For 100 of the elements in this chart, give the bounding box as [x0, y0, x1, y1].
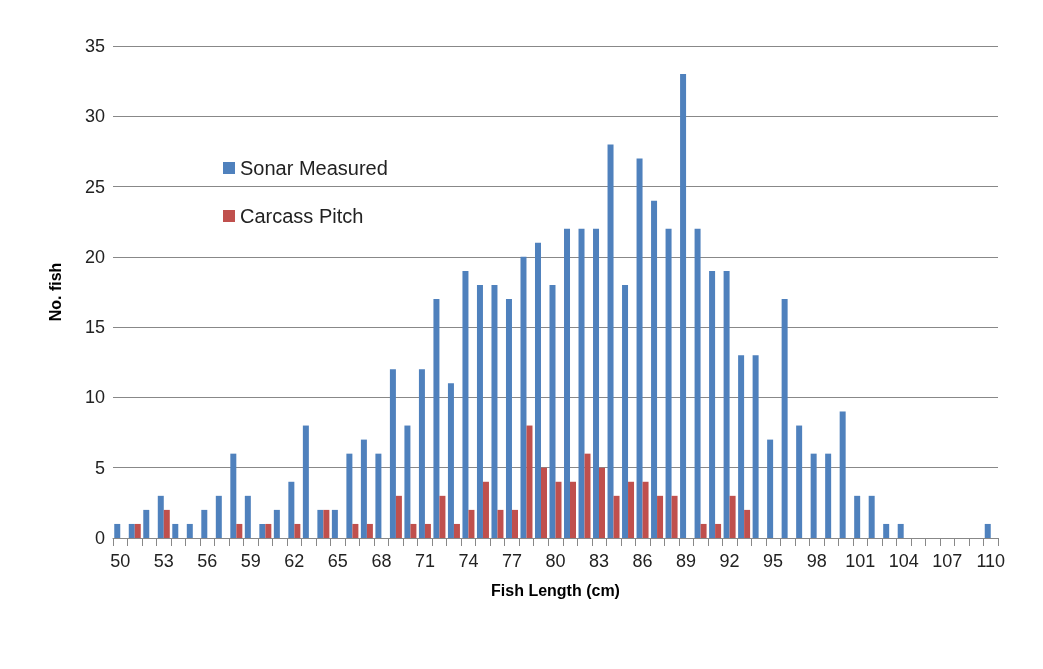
- bar: [294, 523, 301, 538]
- x-tick-label: 86: [632, 551, 653, 571]
- x-tick-label: 53: [153, 551, 174, 571]
- bar: [534, 242, 541, 538]
- x-tick-label: 59: [240, 551, 261, 571]
- bar: [366, 523, 373, 538]
- y-tick-label: 0: [94, 528, 105, 548]
- bar: [453, 523, 460, 538]
- y-tick-label: 15: [84, 317, 105, 338]
- y-tick-label: 5: [94, 457, 105, 478]
- bar: [346, 453, 353, 538]
- bar: [352, 523, 359, 538]
- legend-label: Sonar Measured: [240, 157, 388, 179]
- bar: [462, 270, 469, 538]
- x-tick-label: 107: [932, 551, 963, 571]
- x-tick-label: 77: [501, 551, 522, 571]
- bar: [433, 299, 440, 538]
- bar: [984, 523, 991, 538]
- bar: [360, 439, 367, 538]
- bar: [302, 425, 309, 538]
- bar: [526, 425, 533, 538]
- bar: [186, 523, 193, 538]
- bar: [868, 495, 875, 538]
- bar: [744, 509, 751, 538]
- bar: [694, 228, 701, 538]
- x-tick-label: 71: [414, 551, 435, 571]
- bar: [584, 453, 591, 538]
- bar: [700, 523, 707, 538]
- bar: [265, 523, 272, 538]
- bar: [375, 453, 382, 538]
- x-tick-label: 110: [976, 551, 1006, 571]
- x-tick-label: 83: [589, 551, 610, 571]
- bar: [593, 228, 600, 538]
- bar: [491, 284, 498, 538]
- bar: [476, 284, 483, 538]
- bar: [389, 369, 396, 538]
- bar: [796, 425, 803, 538]
- bar: [520, 256, 527, 538]
- x-tick-label: 56: [197, 551, 218, 571]
- bar: [897, 523, 904, 538]
- bar: [157, 495, 164, 538]
- bar: [607, 144, 614, 538]
- bar: [680, 74, 687, 538]
- x-tick-label: 101: [845, 551, 876, 571]
- bar: [854, 495, 861, 538]
- x-tick-label: 50: [110, 551, 131, 571]
- bar: [671, 495, 678, 538]
- y-axis-title: No. fish: [46, 262, 64, 322]
- bar: [134, 523, 141, 538]
- bar: [642, 481, 649, 538]
- bar: [404, 425, 411, 538]
- bar: [482, 481, 489, 538]
- y-tick-label: 25: [84, 176, 105, 197]
- bar: [752, 355, 759, 538]
- x-tick-label: 89: [676, 551, 697, 571]
- bar: [143, 509, 150, 538]
- bar: [331, 509, 338, 538]
- bar: [555, 481, 562, 538]
- bar: [781, 299, 788, 538]
- bar: [599, 467, 606, 538]
- y-tick-label: 20: [84, 246, 105, 267]
- bar: [288, 481, 295, 538]
- x-axis-title: Fish Length (cm): [491, 581, 620, 599]
- bar: [622, 284, 629, 538]
- bar: [613, 495, 620, 538]
- x-tick-label: 62: [284, 551, 305, 571]
- bar: [883, 523, 890, 538]
- bar: [715, 523, 722, 538]
- bar: [570, 481, 577, 538]
- bar: [215, 495, 222, 538]
- bar: [418, 369, 425, 538]
- bar: [738, 355, 745, 538]
- bar: [729, 495, 736, 538]
- bar: [578, 228, 585, 538]
- bar: [439, 495, 446, 538]
- bar: [447, 383, 454, 538]
- bar: [825, 453, 832, 538]
- bar: [323, 509, 330, 538]
- bar: [540, 467, 547, 538]
- bar: [810, 453, 817, 538]
- bar: [468, 509, 475, 538]
- x-tick-label: 98: [806, 551, 827, 571]
- y-tick-label: 10: [84, 387, 105, 408]
- bar: [317, 509, 324, 538]
- bar: [114, 523, 121, 538]
- bar: [273, 509, 280, 538]
- bar: [201, 509, 208, 538]
- bar: [709, 270, 716, 538]
- bar: [511, 509, 518, 538]
- bar: [657, 495, 664, 538]
- bar: [128, 523, 135, 538]
- bar: [172, 523, 179, 538]
- bar: [259, 523, 266, 538]
- bar: [564, 228, 571, 538]
- bar: [767, 439, 774, 538]
- bar: [549, 284, 556, 538]
- bar: [497, 509, 504, 538]
- legend-label: Carcass Pitch: [240, 205, 364, 227]
- x-tick-label: 68: [371, 551, 392, 571]
- x-tick-label: 74: [458, 551, 479, 571]
